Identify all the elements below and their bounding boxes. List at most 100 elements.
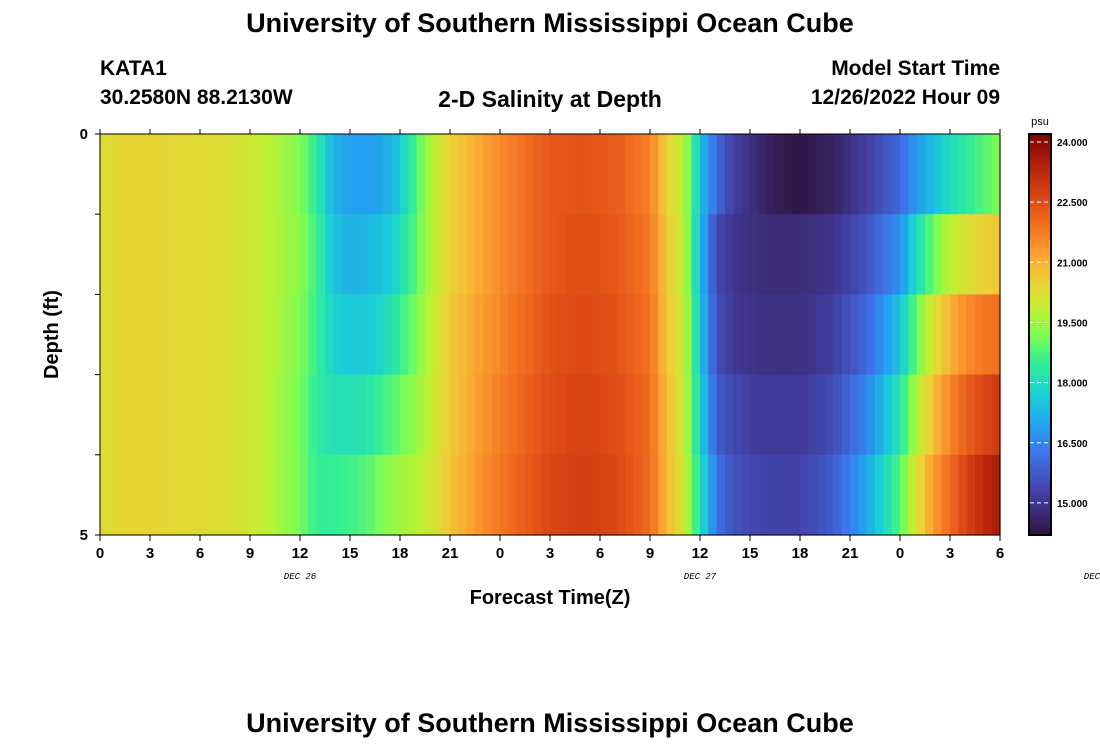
heatmap-cell [808, 454, 818, 536]
heatmap-cell [733, 214, 743, 295]
heatmap-cell [350, 214, 359, 295]
heatmap-cell [975, 214, 984, 295]
heatmap-cell [566, 214, 576, 295]
heatmap-cell [550, 374, 559, 456]
heatmap-cell [875, 134, 884, 215]
heatmap-cell [175, 374, 184, 456]
heatmap-cell [641, 214, 651, 295]
x-tick-label: 0 [496, 545, 504, 562]
heatmap-cell [183, 134, 193, 215]
heatmap-cell [941, 294, 951, 376]
heatmap-cell [358, 454, 368, 536]
heatmap-cell [791, 294, 801, 376]
footer-title: University of Southern Mississippi Ocean… [246, 708, 854, 738]
heatmap-cell [758, 134, 768, 215]
colorbar-gradient [1028, 133, 1052, 536]
heatmap-cell [158, 374, 168, 456]
heatmap-cell [908, 374, 918, 456]
heatmap-cell [391, 454, 401, 536]
heatmap-cell [566, 374, 576, 456]
colorbar: psu 15.000 16.500 18.000 19.500 21.000 22.500 2… [1028, 116, 1088, 536]
heatmap-cell [816, 214, 826, 295]
heatmap-cell [950, 134, 959, 215]
heatmap-cell [266, 214, 276, 295]
heatmap-cell [400, 374, 409, 456]
heatmap-cell [250, 374, 259, 456]
x-tick-label: 6 [996, 545, 1004, 562]
heatmap-cell [966, 454, 976, 536]
heatmap-cell [308, 214, 318, 295]
heatmap-cell [966, 214, 976, 295]
heatmap-cell [716, 454, 726, 536]
heatmap-cell [275, 374, 284, 456]
heatmap-cell [941, 214, 951, 295]
heatmap-cell [133, 214, 143, 295]
heatmap-cell [425, 214, 434, 295]
heatmap-cell [883, 294, 893, 376]
heatmap-cell [800, 454, 809, 536]
heatmap-cell [483, 454, 493, 536]
heatmap-cell [841, 454, 851, 536]
heatmap-cell [908, 454, 918, 536]
heatmap-cell [333, 134, 343, 215]
heatmap-cell [825, 454, 834, 536]
heatmap-cell [575, 134, 584, 215]
heatmap-cell [775, 294, 784, 376]
heatmap-cell [316, 294, 326, 376]
heatmap-cell [100, 134, 109, 215]
colorbar-tick-label: 19.500 [1057, 318, 1088, 329]
heatmap-cell [341, 214, 351, 295]
x-tick-label: 15 [742, 545, 759, 562]
heatmap-cell [741, 134, 751, 215]
heatmap-cell [591, 214, 601, 295]
heatmap-cell [133, 374, 143, 456]
heatmap-cell [425, 294, 434, 376]
heatmap-cell [350, 454, 359, 536]
heatmap-cell [525, 454, 534, 536]
heatmap-cell [858, 214, 868, 295]
heatmap-cell [558, 214, 568, 295]
heatmap-cell [158, 134, 168, 215]
heatmap-cell [841, 214, 851, 295]
heatmap-cell [316, 374, 326, 456]
heatmap-cell [125, 374, 134, 456]
heatmap-cell [216, 134, 226, 215]
heatmap-cells [100, 134, 1001, 536]
heatmap-cell [116, 134, 126, 215]
heatmap-cell [766, 294, 776, 376]
heatmap-cell [533, 134, 543, 215]
heatmap-cell [433, 374, 443, 456]
heatmap-cell [241, 454, 251, 536]
heatmap-cell [491, 374, 501, 456]
heatmap-cell [591, 374, 601, 456]
heatmap-cell [125, 294, 134, 376]
heatmap-cell [941, 374, 951, 456]
heatmap-cell [991, 454, 1001, 536]
heatmap-cell [200, 294, 209, 376]
heatmap-cell [250, 134, 259, 215]
heatmap-cell [475, 454, 484, 536]
heatmap-cell [516, 454, 526, 536]
heatmap-cell [141, 374, 151, 456]
heatmap-cell [458, 214, 468, 295]
heatmap-cell [608, 294, 618, 376]
x-tick-label: 3 [146, 545, 154, 562]
heatmap-cell [175, 454, 184, 536]
heatmap-cell [683, 294, 693, 376]
heatmap-cell [225, 454, 234, 536]
heatmap-cell [358, 134, 368, 215]
heatmap-cell [583, 214, 593, 295]
heatmap-cell [466, 294, 476, 376]
heatmap-cell [608, 454, 618, 536]
heatmap-cell [666, 294, 676, 376]
date-label: DEC 26 [284, 572, 317, 582]
heatmap-cell [966, 294, 976, 376]
heatmap-cell [208, 454, 218, 536]
heatmap-cell [516, 134, 526, 215]
heatmap-cell [600, 294, 609, 376]
heatmap-cell [658, 214, 668, 295]
heatmap-cell [266, 454, 276, 536]
heatmap-cell [666, 454, 676, 536]
heatmap-cell [100, 294, 109, 376]
